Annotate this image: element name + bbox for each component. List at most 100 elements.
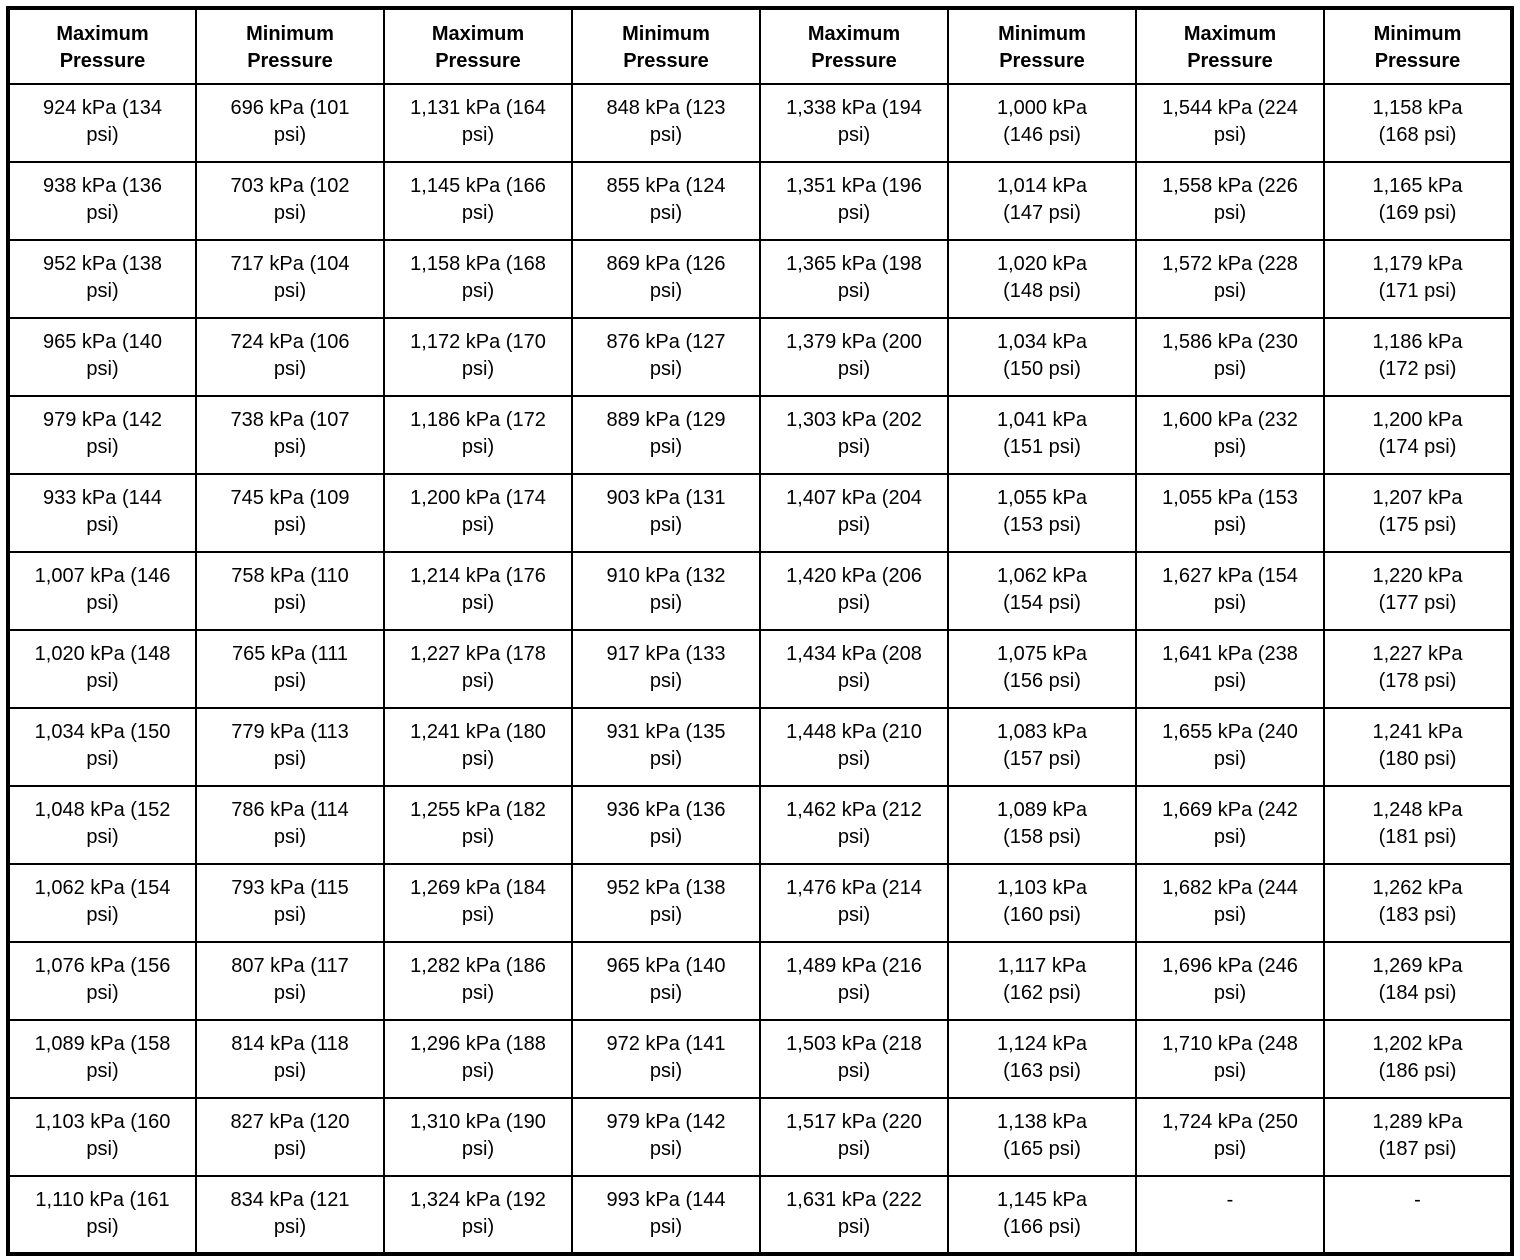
table-cell: 1,055 kPa (153 psi) <box>1135 473 1325 553</box>
table-cell: 993 kPa (144 psi) <box>571 1175 761 1255</box>
table-cell: 834 kPa (121 psi) <box>195 1175 385 1255</box>
table-row: 1,062 kPa (154 psi) 793 kPa (115 psi) 1,26… <box>7 863 1513 943</box>
table-cell: 738 kPa (107 psi) <box>195 395 385 475</box>
table-cell: 1,696 kPa (246 psi) <box>1135 941 1325 1021</box>
table-cell: 1,255 kPa (182 psi) <box>383 785 573 865</box>
table-cell: 917 kPa (133 psi) <box>571 629 761 709</box>
table-row: 1,103 kPa (160 psi) 827 kPa (120 psi) 1,31… <box>7 1097 1513 1177</box>
table-cell: 1,202 kPa (186 psi) <box>1323 1019 1513 1099</box>
table-cell: 1,186 kPa (172 psi) <box>1323 317 1513 397</box>
table-cell: 1,089 kPa (158 psi) <box>947 785 1137 865</box>
table-cell: 1,669 kPa (242 psi) <box>1135 785 1325 865</box>
table-cell: 1,165 kPa (169 psi) <box>1323 161 1513 241</box>
table-cell: 1,282 kPa (186 psi) <box>383 941 573 1021</box>
table-cell: 936 kPa (136 psi) <box>571 785 761 865</box>
table-cell: 933 kPa (144 psi) <box>7 473 197 553</box>
table-cell: 1,214 kPa (176 psi) <box>383 551 573 631</box>
table-cell: 1,724 kPa (250 psi) <box>1135 1097 1325 1177</box>
table-cell: 1,000 kPa (146 psi) <box>947 83 1137 163</box>
table-cell: 1,076 kPa (156 psi) <box>7 941 197 1021</box>
table-cell: 1,558 kPa (226 psi) <box>1135 161 1325 241</box>
table-cell: 1,124 kPa (163 psi) <box>947 1019 1137 1099</box>
table-cell: 1,075 kPa (156 psi) <box>947 629 1137 709</box>
table-cell: 1,338 kPa (194 psi) <box>759 83 949 163</box>
header-cell-7: Minimum Pressure <box>1323 7 1513 85</box>
table-cell: 745 kPa (109 psi) <box>195 473 385 553</box>
table-cell: 1,048 kPa (152 psi) <box>7 785 197 865</box>
table-cell: 1,014 kPa (147 psi) <box>947 161 1137 241</box>
header-cell-1: Minimum Pressure <box>195 7 385 85</box>
table-cell: 1,420 kPa (206 psi) <box>759 551 949 631</box>
table-cell: 1,655 kPa (240 psi) <box>1135 707 1325 787</box>
table-cell: 924 kPa (134 psi) <box>7 83 197 163</box>
header-cell-6: Maximum Pressure <box>1135 7 1325 85</box>
table-cell: 793 kPa (115 psi) <box>195 863 385 943</box>
table-cell: 1,034 kPa (150 psi) <box>7 707 197 787</box>
table-cell: 1,062 kPa (154 psi) <box>947 551 1137 631</box>
table-row: 965 kPa (140 psi) 724 kPa (106 psi) 1,172 … <box>7 317 1513 397</box>
table-cell: 765 kPa (111 psi) <box>195 629 385 709</box>
header-cell-5: Minimum Pressure <box>947 7 1137 85</box>
table-cell: 1,062 kPa (154 psi) <box>7 863 197 943</box>
table-cell: 938 kPa (136 psi) <box>7 161 197 241</box>
table-cell: 1,131 kPa (164 psi) <box>383 83 573 163</box>
header-cell-3: Minimum Pressure <box>571 7 761 85</box>
table-cell: 1,586 kPa (230 psi) <box>1135 317 1325 397</box>
table-cell: 1,379 kPa (200 psi) <box>759 317 949 397</box>
table-cell: 1,296 kPa (188 psi) <box>383 1019 573 1099</box>
table-cell: - <box>1135 1175 1325 1255</box>
table-cell: 979 kPa (142 psi) <box>7 395 197 475</box>
table-cell: 1,641 kPa (238 psi) <box>1135 629 1325 709</box>
table-row: 1,048 kPa (152 psi) 786 kPa (114 psi) 1,25… <box>7 785 1513 865</box>
table-cell: 1,158 kPa (168 psi) <box>383 239 573 319</box>
table-cell: 1,207 kPa (175 psi) <box>1323 473 1513 553</box>
table-cell: 1,172 kPa (170 psi) <box>383 317 573 397</box>
table-cell: 1,227 kPa (178 psi) <box>1323 629 1513 709</box>
table-cell: 1,083 kPa (157 psi) <box>947 707 1137 787</box>
table-cell: 869 kPa (126 psi) <box>571 239 761 319</box>
table-cell: 1,158 kPa (168 psi) <box>1323 83 1513 163</box>
table-row: 933 kPa (144 psi) 745 kPa (109 psi) 1,200 … <box>7 473 1513 553</box>
table-cell: 855 kPa (124 psi) <box>571 161 761 241</box>
table-header: Maximum Pressure Minimum Pressure Maximum … <box>7 7 1513 85</box>
table-cell: 965 kPa (140 psi) <box>571 941 761 1021</box>
table-cell: 1,682 kPa (244 psi) <box>1135 863 1325 943</box>
table-row: 952 kPa (138 psi) 717 kPa (104 psi) 1,158 … <box>7 239 1513 319</box>
table-cell: 696 kPa (101 psi) <box>195 83 385 163</box>
table-cell: 876 kPa (127 psi) <box>571 317 761 397</box>
table-cell: 717 kPa (104 psi) <box>195 239 385 319</box>
table-cell: 931 kPa (135 psi) <box>571 707 761 787</box>
table-cell: 1,041 kPa (151 psi) <box>947 395 1137 475</box>
table-cell: 779 kPa (113 psi) <box>195 707 385 787</box>
table-cell: - <box>1323 1175 1513 1255</box>
header-cell-2: Maximum Pressure <box>383 7 573 85</box>
table-cell: 1,503 kPa (218 psi) <box>759 1019 949 1099</box>
table-cell: 1,227 kPa (178 psi) <box>383 629 573 709</box>
table-cell: 1,145 kPa (166 psi) <box>383 161 573 241</box>
table-cell: 1,572 kPa (228 psi) <box>1135 239 1325 319</box>
table-cell: 1,200 kPa (174 psi) <box>383 473 573 553</box>
table-cell: 1,034 kPa (150 psi) <box>947 317 1137 397</box>
header-cell-4: Maximum Pressure <box>759 7 949 85</box>
table-cell: 807 kPa (117 psi) <box>195 941 385 1021</box>
table-cell: 1,241 kPa (180 psi) <box>383 707 573 787</box>
table-cell: 1,407 kPa (204 psi) <box>759 473 949 553</box>
table-cell: 903 kPa (131 psi) <box>571 473 761 553</box>
table-row: 1,110 kPa (161 psi) 834 kPa (121 psi) 1,32… <box>7 1175 1513 1255</box>
table-cell: 1,303 kPa (202 psi) <box>759 395 949 475</box>
table-cell: 1,289 kPa (187 psi) <box>1323 1097 1513 1177</box>
table-row: 1,034 kPa (150 psi) 779 kPa (113 psi) 1,24… <box>7 707 1513 787</box>
table-row: 1,089 kPa (158 psi) 814 kPa (118 psi) 1,29… <box>7 1019 1513 1099</box>
table-cell: 1,241 kPa (180 psi) <box>1323 707 1513 787</box>
table-cell: 1,448 kPa (210 psi) <box>759 707 949 787</box>
table-cell: 703 kPa (102 psi) <box>195 161 385 241</box>
table-cell: 758 kPa (110 psi) <box>195 551 385 631</box>
table-cell: 1,517 kPa (220 psi) <box>759 1097 949 1177</box>
table-cell: 1,324 kPa (192 psi) <box>383 1175 573 1255</box>
table-cell: 1,220 kPa (177 psi) <box>1323 551 1513 631</box>
table-cell: 1,145 kPa (166 psi) <box>947 1175 1137 1255</box>
table-cell: 724 kPa (106 psi) <box>195 317 385 397</box>
table-cell: 1,055 kPa (153 psi) <box>947 473 1137 553</box>
table-cell: 1,269 kPa (184 psi) <box>383 863 573 943</box>
